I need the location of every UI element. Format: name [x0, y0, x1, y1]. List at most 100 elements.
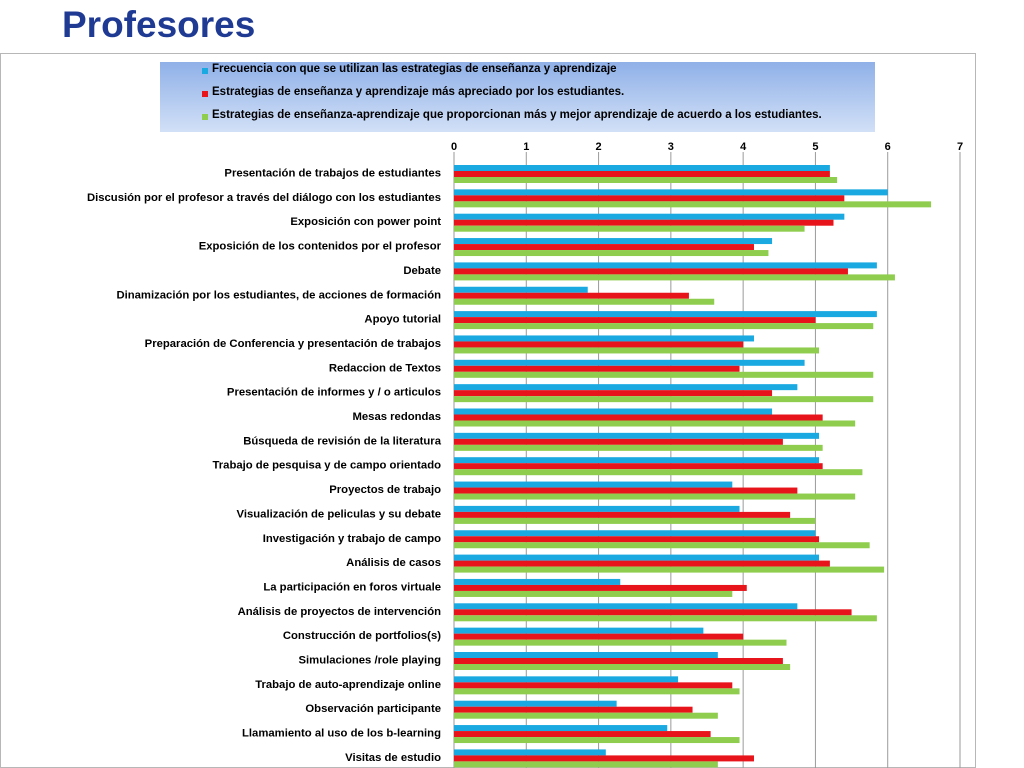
bar-frecuencia [454, 189, 888, 196]
bar-frecuencia [454, 749, 606, 756]
bar-apreciado [454, 755, 754, 762]
bar-apreciado [454, 584, 747, 591]
page-title: Profesores [62, 4, 256, 45]
bar-mejor-aprendizaje [454, 493, 856, 500]
bar-mejor-aprendizaje [454, 688, 740, 695]
bar-mejor-aprendizaje [454, 201, 932, 208]
category-label: Visualización de peliculas y su debate [237, 508, 441, 520]
x-tick-label: 0 [451, 141, 457, 153]
bar-frecuencia [454, 652, 718, 658]
bar-frecuencia [454, 627, 704, 634]
bar-mejor-aprendizaje [454, 298, 715, 305]
category-label: Visitas de estudio [345, 752, 441, 764]
x-tick-label: 1 [523, 141, 529, 153]
x-tick-label: 2 [596, 141, 602, 153]
category-label: Discusión por el profesor a través del d… [87, 192, 441, 204]
x-tick-label: 7 [957, 141, 963, 153]
bar-apreciado [454, 341, 744, 348]
bar-mejor-aprendizaje [454, 469, 863, 476]
bar-mejor-aprendizaje [454, 371, 874, 378]
bar-apreciado [454, 365, 740, 372]
bar-apreciado [454, 560, 830, 567]
bar-mejor-aprendizaje [454, 737, 740, 744]
bar-frecuencia [454, 262, 877, 269]
legend-swatch-apreciado [202, 91, 208, 97]
bar-mejor-aprendizaje [454, 712, 718, 719]
bar-mejor-aprendizaje [454, 274, 895, 281]
category-label: Simulaciones /role playing [298, 655, 441, 667]
category-label: Mesas redondas [352, 411, 441, 423]
bar-apreciado [454, 706, 693, 713]
bar-apreciado [454, 487, 798, 494]
bar-frecuencia [454, 457, 820, 464]
category-label: Proyectos de trabajo [329, 484, 441, 496]
category-label: Investigación y trabajo de campo [263, 533, 441, 545]
legend-label-frecuencia: Frecuencia con que se utilizan las estra… [212, 63, 617, 75]
legend: Frecuencia con que se utilizan las estra… [160, 62, 875, 132]
bar-apreciado [454, 682, 733, 689]
category-label: Presentación de trabajos de estudiantes [224, 168, 441, 180]
bar-apreciado [454, 244, 754, 251]
bar-apreciado [454, 414, 823, 421]
category-label: La participación en foros virtuale [263, 581, 441, 593]
bar-mejor-aprendizaje [454, 590, 733, 597]
bar-mejor-aprendizaje [454, 615, 877, 622]
bar-frecuencia [454, 603, 798, 610]
bar-apreciado [454, 317, 816, 324]
x-tick-label: 5 [812, 141, 818, 153]
category-label: Redaccion de Textos [329, 362, 441, 374]
category-label: Trabajo de pesquisa y de campo orientado [212, 460, 441, 472]
bar-frecuencia [454, 213, 845, 220]
bar-frecuencia [454, 530, 816, 537]
bar-mejor-aprendizaje [454, 177, 838, 183]
category-label: Trabajo de auto-aprendizaje online [255, 679, 441, 691]
bar-mejor-aprendizaje [454, 664, 791, 670]
bar-frecuencia [454, 676, 679, 683]
legend-label-mejor-aprendizaje: Estrategias de enseñanza-aprendizaje que… [212, 109, 822, 121]
bar-apreciado [454, 292, 689, 299]
bar-mejor-aprendizaje [454, 444, 823, 451]
bar-frecuencia [454, 384, 798, 391]
bar-mejor-aprendizaje [454, 761, 718, 768]
bar-apreciado [454, 390, 773, 397]
category-label: Exposición de los contenidos por el prof… [199, 241, 442, 253]
category-label: Dinamización por los estudiantes, de acc… [116, 289, 441, 301]
bar-apreciado [454, 171, 830, 177]
bar-frecuencia [454, 311, 877, 318]
bar-frecuencia [454, 165, 830, 171]
bar-mejor-aprendizaje [454, 542, 870, 549]
category-label: Presentación de informes y / o articulos [227, 387, 441, 399]
bar-apreciado [454, 658, 783, 664]
category-label: Análisis de casos [346, 557, 441, 569]
category-label: Preparación de Conferencia y presentació… [145, 338, 441, 350]
bar-mejor-aprendizaje [454, 347, 820, 354]
bar-frecuencia [454, 481, 733, 488]
x-tick-label: 4 [740, 141, 747, 153]
bar-mejor-aprendizaje [454, 420, 856, 427]
bar-frecuencia [454, 408, 773, 415]
bar-frecuencia [454, 238, 773, 245]
bar-frecuencia [454, 359, 805, 366]
bar-mejor-aprendizaje [454, 517, 816, 524]
bar-apreciado [454, 609, 852, 616]
bar-apreciado [454, 731, 711, 738]
bar-frecuencia [454, 286, 588, 293]
bar-frecuencia [454, 432, 820, 439]
category-label: Llamamiento al uso de los b-learning [242, 728, 441, 740]
category-label: Búsqueda de revisión de la literatura [243, 435, 441, 447]
bar-mejor-aprendizaje [454, 250, 769, 257]
bar-apreciado [454, 536, 820, 543]
category-label: Observación participante [305, 703, 441, 715]
legend-swatch-frecuencia [202, 68, 208, 74]
legend-swatch-mejor-aprendizaje [202, 114, 208, 120]
category-label: Debate [403, 265, 441, 277]
bar-frecuencia [454, 554, 820, 561]
category-label: Apoyo tutorial [364, 314, 441, 326]
bar-apreciado [454, 195, 845, 202]
x-tick-label: 3 [668, 141, 674, 153]
x-tick-label: 6 [885, 141, 891, 153]
bar-apreciado [454, 219, 834, 226]
bar-mejor-aprendizaje [454, 639, 787, 646]
bar-frecuencia [454, 578, 621, 585]
category-label: Análisis de proyectos de intervención [238, 606, 442, 618]
